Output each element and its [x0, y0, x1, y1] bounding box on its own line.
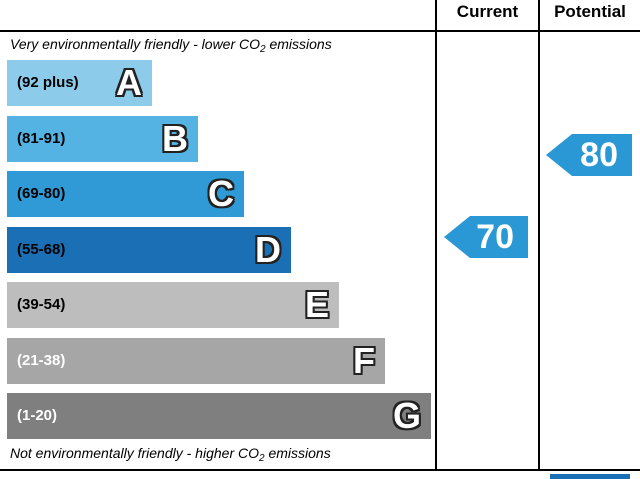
- footer-rule: [0, 469, 640, 471]
- header-bottom-rule: [0, 30, 640, 32]
- potential-rating-arrow: 80: [546, 134, 632, 176]
- current-column-header: Current: [456, 2, 519, 21]
- band-range-label: (1-20): [17, 407, 58, 424]
- band-range-label: (92 plus): [17, 74, 79, 91]
- band-letter: E: [304, 284, 329, 325]
- bottom-caption: Not environmentally friendly - higher CO…: [10, 445, 331, 464]
- potential-rating-value: 80: [580, 136, 618, 174]
- band-d: (55-68) D: [7, 226, 291, 273]
- divider-current-potential: [538, 0, 540, 471]
- band-letter: C: [208, 173, 234, 214]
- band-range-label: (81-91): [17, 129, 66, 147]
- band-letter: A: [116, 62, 142, 103]
- current-rating-value: 70: [476, 218, 514, 256]
- band-a: (92 plus) A: [7, 60, 152, 106]
- band-letter: F: [353, 339, 375, 381]
- band-e: (39-54) E: [7, 282, 339, 328]
- top-caption: Very environmentally friendly - lower CO…: [10, 36, 332, 55]
- band-g: (1-20) G: [7, 393, 431, 439]
- band-letter: D: [255, 228, 281, 270]
- band-range-label: (39-54): [17, 296, 66, 313]
- band-range-label: (69-80): [17, 185, 66, 202]
- divider-chart-current: [435, 0, 437, 471]
- band-letter: G: [392, 395, 421, 436]
- band-range-label: (55-68): [17, 240, 66, 258]
- band-letter: B: [162, 117, 188, 159]
- band-b: (81-91) B: [7, 115, 198, 162]
- band-c: (69-80) C: [7, 171, 244, 217]
- potential-column-header: Potential: [554, 2, 626, 21]
- band-range-label: (21-38): [17, 351, 66, 369]
- band-f: (21-38) F: [7, 337, 385, 384]
- current-rating-arrow: 70: [444, 216, 528, 258]
- next-table-edge: [550, 474, 630, 479]
